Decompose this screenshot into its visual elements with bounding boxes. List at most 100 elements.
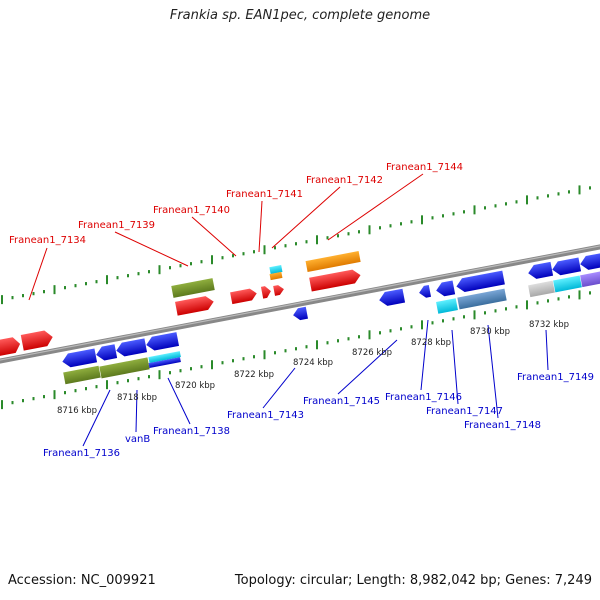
gene-arrow-forward[interactable] <box>230 287 258 305</box>
callout-line-forward <box>191 216 237 257</box>
ruler-dot <box>95 280 98 284</box>
ruler-dot <box>284 349 287 353</box>
gene-block[interactable] <box>148 351 181 363</box>
gene-block[interactable] <box>553 275 582 293</box>
ruler-dot <box>326 341 329 345</box>
ruler-dot <box>242 357 245 361</box>
ruler-dot <box>43 290 45 294</box>
gene-arrow-reverse[interactable] <box>61 348 98 369</box>
ruler-dot <box>547 299 549 303</box>
gene-block[interactable] <box>269 264 283 275</box>
gene-arrow-forward[interactable] <box>260 285 272 299</box>
ruler-dot <box>326 236 329 240</box>
gene-block[interactable] <box>269 271 283 281</box>
gene-block[interactable] <box>457 288 507 310</box>
gene-arrow-reverse[interactable] <box>551 257 582 277</box>
gene-block[interactable] <box>148 357 181 368</box>
ruler-dot <box>431 216 434 220</box>
ruler-label: 8722 kbp <box>234 370 274 380</box>
callout-line-reverse <box>262 367 296 409</box>
gene-arrow-reverse[interactable] <box>435 280 456 297</box>
ruler-dot <box>442 214 444 218</box>
gene-arrow-reverse[interactable] <box>527 261 554 280</box>
gene-block[interactable] <box>99 357 150 379</box>
gene-arrow-forward[interactable] <box>175 295 215 316</box>
genome-backbone-highlight <box>0 245 600 361</box>
callout-line-reverse <box>337 339 398 395</box>
ruler-dot <box>347 232 350 236</box>
ruler-dot <box>389 224 392 228</box>
gene-block[interactable] <box>528 280 555 298</box>
callout-line-forward <box>327 173 424 241</box>
ruler-dot <box>74 389 77 393</box>
gene-arrow-reverse[interactable] <box>378 288 406 307</box>
ruler-dot <box>11 296 14 300</box>
gene-block[interactable] <box>305 251 361 272</box>
gene-block[interactable] <box>63 365 101 385</box>
ruler-label: 8716 kbp <box>57 406 97 416</box>
ruler-dot <box>337 339 339 343</box>
gene-block[interactable] <box>436 298 458 314</box>
gene-arrow-reverse[interactable] <box>292 306 309 321</box>
ruler-dot <box>95 385 98 389</box>
gene-arrow-reverse[interactable] <box>115 338 148 357</box>
gene-label-forward[interactable]: Franean1_7134 <box>9 235 86 246</box>
ruler-dot <box>557 192 560 196</box>
callout-line-reverse <box>487 324 499 419</box>
gene-label-reverse[interactable]: Franean1_7148 <box>464 420 541 431</box>
ruler-dot <box>305 345 308 349</box>
ruler-dot <box>379 226 381 230</box>
ruler-dot <box>431 321 434 325</box>
ruler-dot <box>253 355 255 359</box>
callout-line-forward <box>28 247 48 301</box>
gene-block[interactable] <box>171 278 215 298</box>
ruler-dot <box>284 244 287 248</box>
ruler-label: 8720 kbp <box>175 381 215 391</box>
callout-line-forward <box>258 200 263 253</box>
ruler-dot <box>515 305 518 309</box>
gene-arrow-forward[interactable] <box>20 329 54 351</box>
gene-label-forward[interactable]: Franean1_7139 <box>78 220 155 231</box>
gene-label-reverse[interactable]: Franean1_7143 <box>227 410 304 421</box>
genome-summary: Topology: circular; Length: 8,982,042 bp… <box>234 573 592 588</box>
gene-arrow-reverse[interactable] <box>455 270 505 294</box>
ruler-dot <box>463 210 465 214</box>
gene-label-forward[interactable]: Franean1_7141 <box>226 189 303 200</box>
gene-label-forward[interactable]: Franean1_7140 <box>153 205 230 216</box>
gene-label-forward[interactable]: Franean1_7142 <box>306 175 383 186</box>
ruler-label: 8718 kbp <box>117 393 157 403</box>
ruler-dot <box>22 399 24 403</box>
ruler-dot <box>74 284 77 288</box>
gene-arrow-forward[interactable] <box>0 336 22 361</box>
gene-arrow-reverse[interactable] <box>418 284 432 299</box>
gene-arrow-forward[interactable] <box>273 284 285 296</box>
gene-label-reverse[interactable]: Franean1_7136 <box>43 448 120 459</box>
gene-block[interactable] <box>580 270 600 288</box>
callout-line-forward <box>271 186 341 249</box>
ruler-dot <box>200 260 203 264</box>
gene-label-reverse[interactable]: vanB <box>125 434 150 445</box>
ruler-dot <box>463 315 465 319</box>
ruler-dot <box>232 359 234 363</box>
genome-backbone <box>0 244 600 364</box>
gene-label-forward[interactable]: Franean1_7144 <box>386 162 463 173</box>
gene-arrow-reverse[interactable] <box>145 332 180 352</box>
gene-arrow-reverse[interactable] <box>95 344 118 361</box>
ruler-dot <box>536 301 539 305</box>
callout-line-reverse <box>545 329 549 371</box>
gene-label-reverse[interactable]: Franean1_7145 <box>303 396 380 407</box>
gene-label-reverse[interactable]: Franean1_7146 <box>385 392 462 403</box>
gene-arrow-reverse[interactable] <box>579 252 600 271</box>
ruler-dot <box>358 230 360 234</box>
gene-arrow-forward[interactable] <box>309 268 362 292</box>
gene-label-reverse[interactable]: Franean1_7138 <box>153 426 230 437</box>
ruler-label: 8728 kbp <box>411 338 451 348</box>
ruler-dot <box>484 311 486 315</box>
gene-label-reverse[interactable]: Franean1_7147 <box>426 406 503 417</box>
ruler-dot <box>274 351 276 355</box>
accession-label: Accession: NC_009921 <box>8 573 156 588</box>
ruler-dot <box>494 204 497 208</box>
gene-label-reverse[interactable]: Franean1_7149 <box>517 372 594 383</box>
ruler-dot <box>410 325 413 329</box>
